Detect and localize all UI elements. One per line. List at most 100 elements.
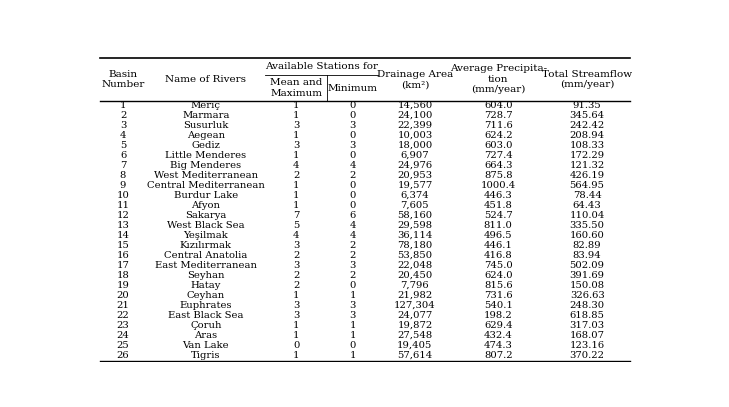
Text: 13: 13 (117, 221, 130, 230)
Text: Average Precipita-
tion
(mm/year): Average Precipita- tion (mm/year) (450, 64, 547, 94)
Text: 3: 3 (349, 141, 356, 150)
Text: Susurluk: Susurluk (183, 121, 228, 130)
Text: 24,077: 24,077 (397, 311, 432, 320)
Text: Afyon: Afyon (191, 201, 220, 210)
Text: 0: 0 (349, 341, 356, 350)
Text: 1: 1 (293, 111, 300, 120)
Text: 7: 7 (293, 211, 300, 220)
Text: 18: 18 (117, 271, 130, 280)
Text: 2: 2 (349, 241, 356, 250)
Text: 83.94: 83.94 (573, 251, 601, 260)
Text: 524.7: 524.7 (484, 211, 512, 220)
Text: 127,304: 127,304 (394, 301, 436, 310)
Text: 4: 4 (349, 231, 356, 240)
Text: 21,982: 21,982 (397, 291, 432, 300)
Text: 11: 11 (117, 201, 130, 210)
Text: 540.1: 540.1 (484, 301, 512, 310)
Text: 9: 9 (120, 181, 126, 190)
Text: West Black Sea: West Black Sea (167, 221, 245, 230)
Text: 6,374: 6,374 (400, 191, 429, 200)
Text: 1: 1 (293, 191, 300, 200)
Text: 10: 10 (117, 191, 130, 200)
Text: Meriç: Meriç (191, 101, 221, 110)
Text: 3: 3 (293, 261, 300, 270)
Text: 4: 4 (293, 161, 300, 170)
Text: 110.04: 110.04 (569, 211, 605, 220)
Text: 2: 2 (293, 271, 300, 280)
Text: 91.35: 91.35 (573, 101, 601, 110)
Text: 815.6: 815.6 (484, 281, 512, 290)
Text: 8: 8 (120, 171, 126, 180)
Text: 3: 3 (293, 121, 300, 130)
Text: 618.85: 618.85 (569, 311, 604, 320)
Text: 172.29: 172.29 (569, 151, 605, 160)
Text: 335.50: 335.50 (569, 221, 604, 230)
Text: 875.8: 875.8 (484, 171, 512, 180)
Text: 1: 1 (293, 151, 300, 160)
Text: 4: 4 (349, 221, 356, 230)
Text: 64.43: 64.43 (573, 201, 601, 210)
Text: 446.3: 446.3 (484, 191, 512, 200)
Text: 24: 24 (117, 331, 130, 340)
Text: 446.1: 446.1 (484, 241, 512, 250)
Text: 19,577: 19,577 (397, 181, 432, 190)
Text: 20: 20 (117, 291, 130, 300)
Text: 2: 2 (349, 171, 356, 180)
Text: 22,048: 22,048 (397, 261, 432, 270)
Text: Hatay: Hatay (190, 281, 221, 290)
Text: 19,872: 19,872 (397, 321, 432, 330)
Text: 711.6: 711.6 (484, 121, 512, 130)
Text: 474.3: 474.3 (484, 341, 512, 350)
Text: 21: 21 (117, 301, 130, 310)
Text: 496.5: 496.5 (484, 231, 512, 240)
Text: Name of Rivers: Name of Rivers (165, 75, 246, 84)
Text: 603.0: 603.0 (484, 141, 512, 150)
Text: 604.0: 604.0 (484, 101, 512, 110)
Text: 1: 1 (293, 291, 300, 300)
Text: 29,598: 29,598 (397, 221, 432, 230)
Text: 26: 26 (117, 351, 129, 360)
Text: 3: 3 (349, 311, 356, 320)
Text: West Mediterranean: West Mediterranean (154, 171, 258, 180)
Text: Çoruh: Çoruh (190, 321, 222, 330)
Text: 1: 1 (349, 351, 356, 360)
Text: 78,180: 78,180 (397, 241, 432, 250)
Text: 432.4: 432.4 (484, 331, 512, 340)
Text: Gediz: Gediz (192, 141, 220, 150)
Text: 1: 1 (293, 181, 300, 190)
Text: 3: 3 (349, 121, 356, 130)
Text: 123.16: 123.16 (569, 341, 605, 350)
Text: 1: 1 (120, 101, 126, 110)
Text: 15: 15 (117, 241, 130, 250)
Text: 6: 6 (350, 211, 356, 220)
Text: 0: 0 (349, 111, 356, 120)
Text: 731.6: 731.6 (484, 291, 512, 300)
Text: 4: 4 (120, 131, 126, 140)
Text: 317.03: 317.03 (569, 321, 605, 330)
Text: 24,976: 24,976 (397, 161, 432, 170)
Text: Aras: Aras (194, 331, 217, 340)
Text: 1: 1 (293, 351, 300, 360)
Text: 345.64: 345.64 (569, 111, 605, 120)
Text: 4: 4 (293, 231, 300, 240)
Text: 1: 1 (349, 321, 356, 330)
Text: 624.0: 624.0 (484, 271, 512, 280)
Text: 629.4: 629.4 (484, 321, 512, 330)
Text: Marmara: Marmara (182, 111, 230, 120)
Text: Burdur Lake: Burdur Lake (174, 191, 238, 200)
Text: 426.19: 426.19 (569, 171, 605, 180)
Text: Euphrates: Euphrates (179, 301, 232, 310)
Text: Seyhan: Seyhan (187, 271, 225, 280)
Text: 416.8: 416.8 (484, 251, 512, 260)
Text: 1: 1 (349, 291, 356, 300)
Text: 3: 3 (120, 121, 126, 130)
Text: 811.0: 811.0 (484, 221, 512, 230)
Text: 2: 2 (349, 271, 356, 280)
Text: 7: 7 (120, 161, 126, 170)
Text: 6,907: 6,907 (400, 151, 429, 160)
Text: 14,560: 14,560 (397, 101, 432, 110)
Text: 7,605: 7,605 (400, 201, 429, 210)
Text: Total Streamflow
(mm/year): Total Streamflow (mm/year) (542, 70, 632, 89)
Text: 20,450: 20,450 (397, 271, 432, 280)
Text: 22,399: 22,399 (397, 121, 432, 130)
